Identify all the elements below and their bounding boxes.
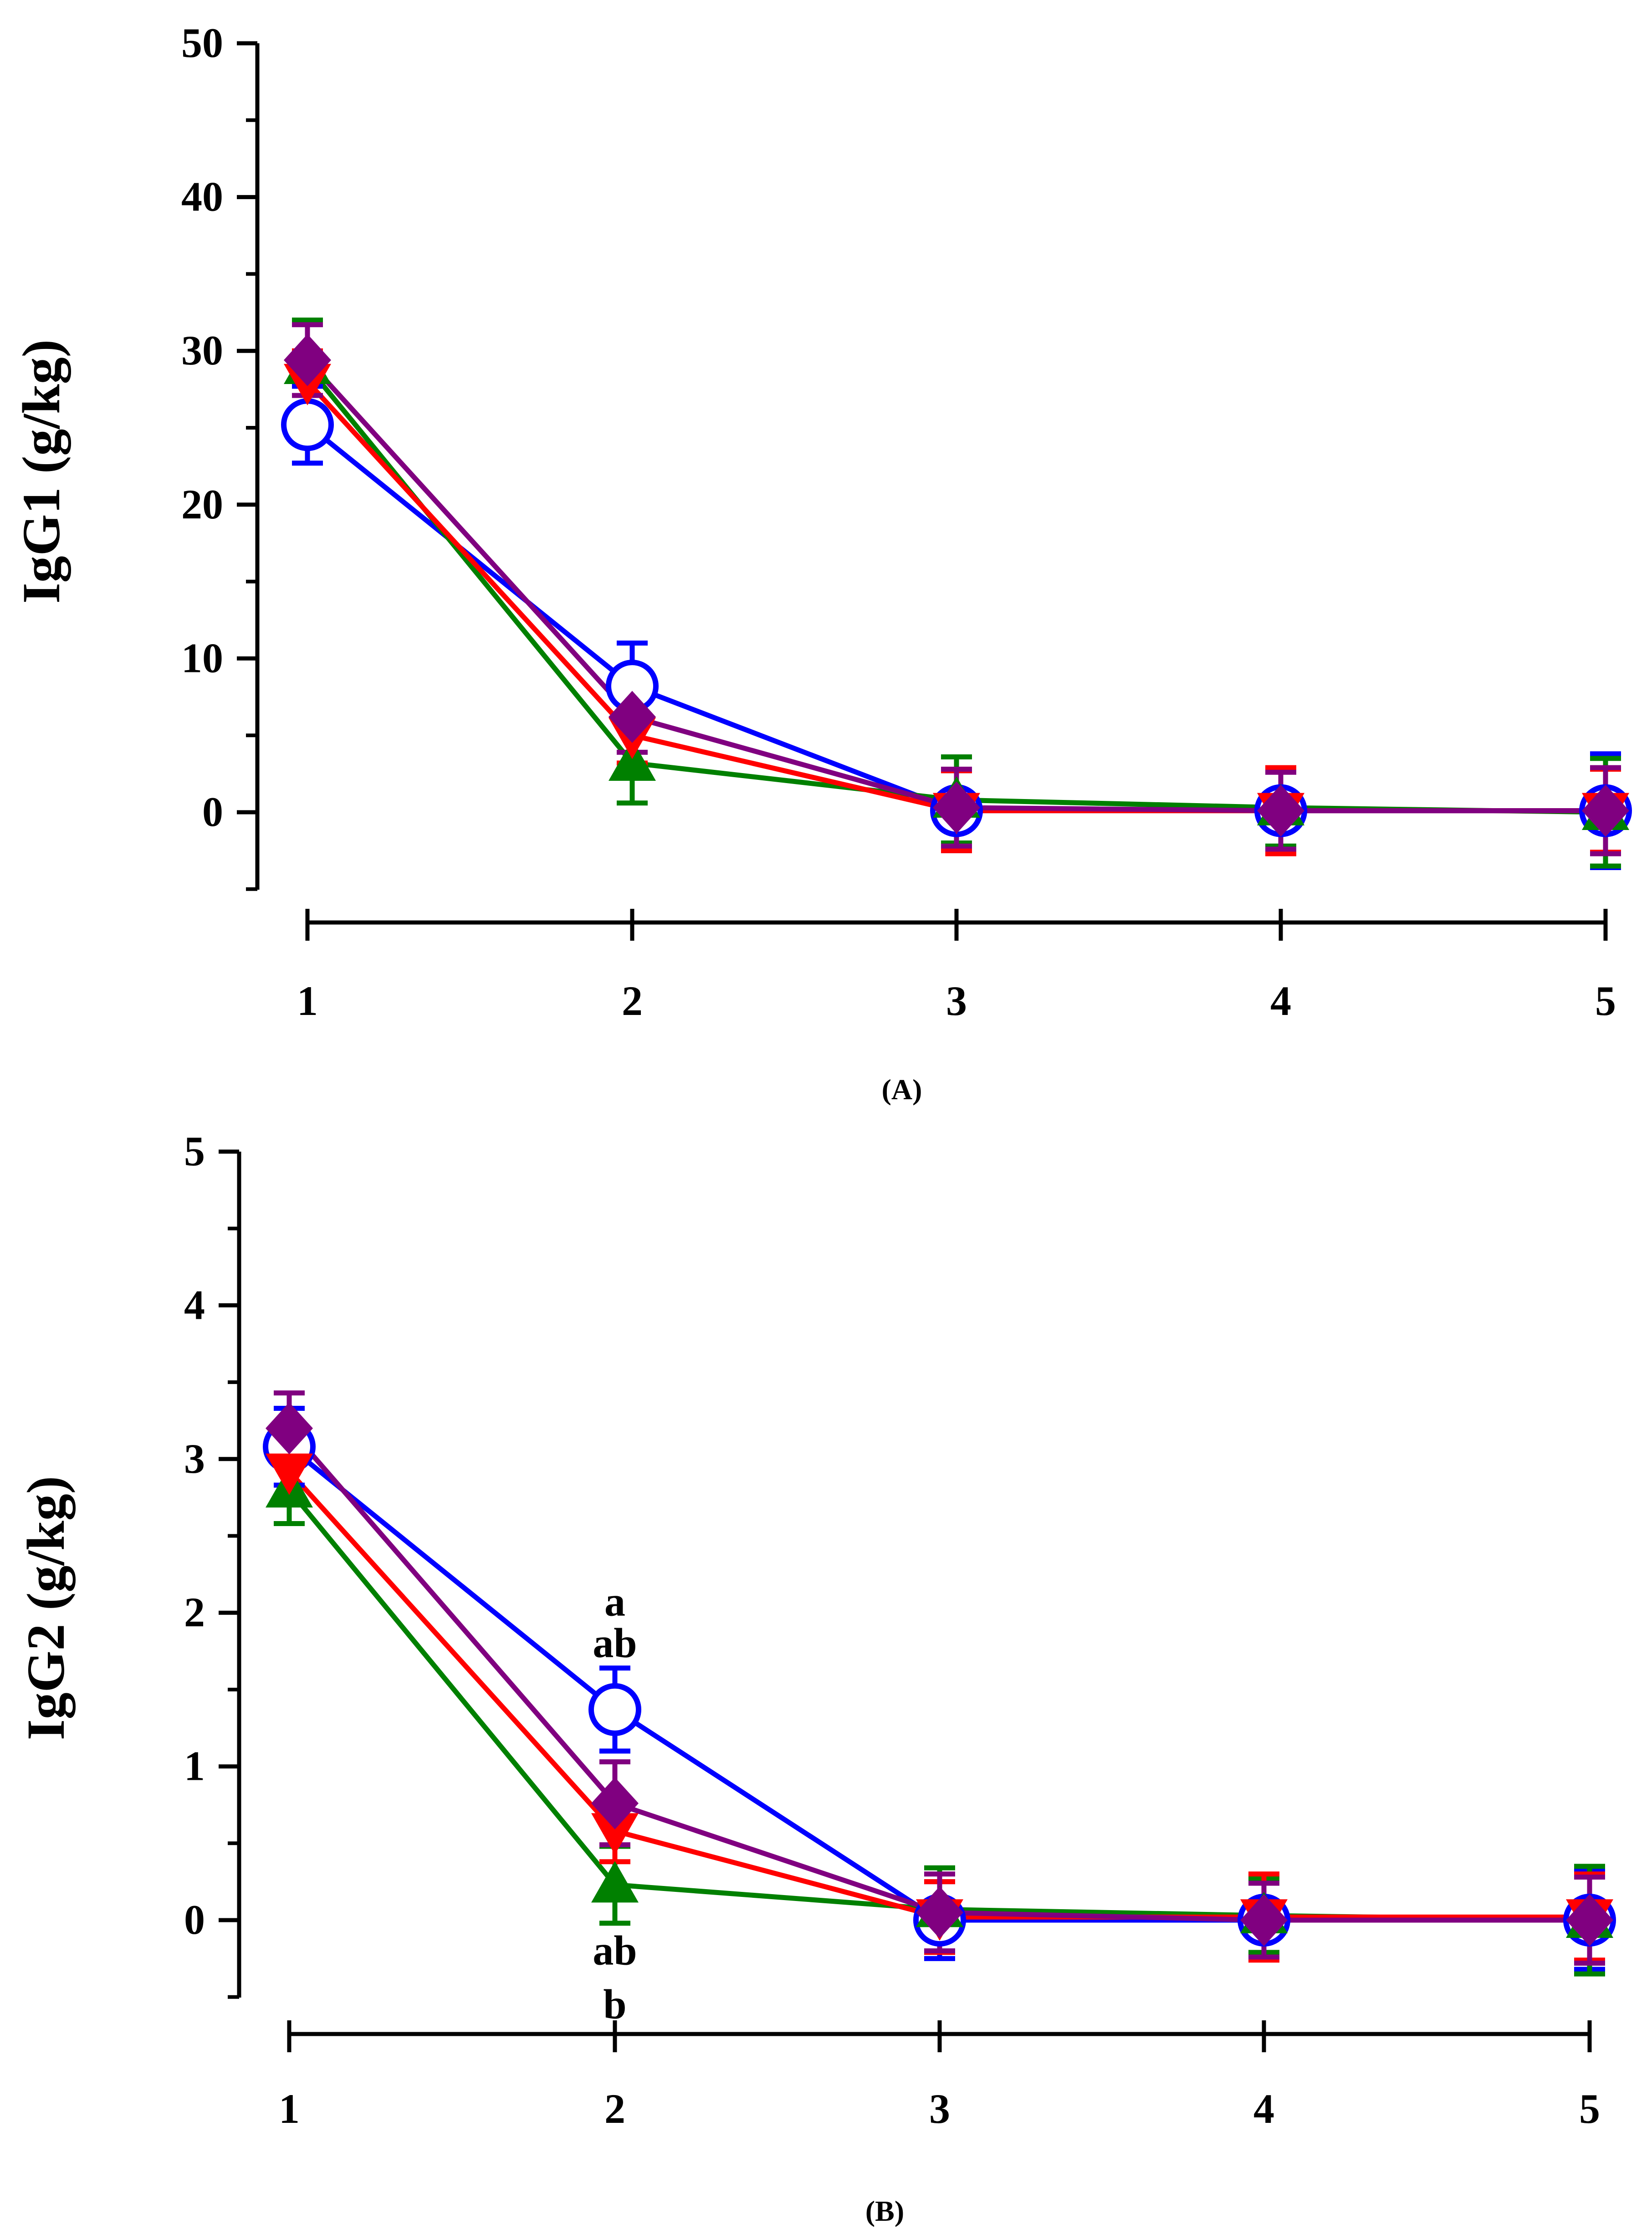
y-tick-label: 4 <box>184 1281 205 1328</box>
data-point-red-triangle-down <box>266 1453 313 1495</box>
data-point-purple-diamond <box>1257 784 1304 837</box>
y-tick-label: 1 <box>184 1743 205 1789</box>
series-line-green-triangle <box>305 364 1606 815</box>
x-tick-label: 3 <box>929 2085 950 2132</box>
y-tick-label: 0 <box>202 789 223 835</box>
data-point-green-triangle <box>591 1861 639 1903</box>
y-axis-label: IgG2 (g/kg) <box>16 1476 76 1740</box>
data-point-purple-diamond <box>591 1777 639 1829</box>
data-point-purple-diamond <box>266 1402 313 1455</box>
series-line-purple-diamond <box>287 1426 1590 1923</box>
panel-label: (A) <box>882 1073 922 1106</box>
y-axis-label: IgG1 (g/kg) <box>11 339 71 604</box>
series-line-red-triangle-down <box>287 1470 1590 1920</box>
y-tick-label: 10 <box>181 635 223 681</box>
data-point-purple-diamond <box>1240 1894 1288 1947</box>
data-point-blue-open-circle <box>588 1683 641 1736</box>
x-tick-label: 5 <box>1595 978 1616 1024</box>
y-tick-label: 30 <box>181 327 223 374</box>
series-line-purple-diamond <box>305 358 1606 814</box>
x-tick-label: 1 <box>297 978 318 1024</box>
panel-label: (B) <box>865 2195 904 2227</box>
series-line-blue-open-circle <box>306 422 1606 814</box>
data-point-purple-diamond <box>609 691 656 743</box>
panel-a: 0 10 20 30 40 50 IgG1 (g/kg) 1 2 3 4 5 (A) <box>11 20 1632 1106</box>
y-tick-label: 5 <box>184 1128 205 1174</box>
y-tick-label: 3 <box>184 1435 205 1482</box>
significance-letter: a <box>604 1578 625 1625</box>
x-tick-label: 4 <box>1270 978 1291 1024</box>
data-point-purple-diamond <box>933 781 980 834</box>
series-line-green-triangle <box>287 1488 1590 1923</box>
x-tick-label: 1 <box>279 2085 300 2132</box>
y-tick-label: 20 <box>181 481 223 528</box>
data-point-purple-diamond <box>1566 1894 1613 1947</box>
x-tick-label: 4 <box>1253 2085 1274 2132</box>
significance-letter: ab <box>593 1927 637 1973</box>
x-tick-label: 5 <box>1579 2085 1600 2132</box>
significance-letter: ab <box>593 1620 637 1666</box>
y-tick-label: 2 <box>184 1589 205 1635</box>
data-point-purple-diamond <box>284 334 331 386</box>
x-tick-label: 3 <box>946 978 967 1024</box>
data-point-purple-diamond <box>916 1886 963 1939</box>
data-point-green-triangle <box>609 739 656 781</box>
series-line-red-triangle-down <box>305 380 1606 814</box>
data-point-blue-open-circle <box>281 398 334 451</box>
significance-letter: b <box>603 1981 626 2028</box>
y-tick-label: 50 <box>181 20 223 66</box>
y-tick-label: 0 <box>184 1896 205 1943</box>
x-tick-label: 2 <box>604 2085 625 2132</box>
x-tick-label: 2 <box>622 978 643 1024</box>
data-point-red-triangle-down <box>591 1813 639 1855</box>
y-tick-label: 40 <box>181 174 223 220</box>
data-point-purple-diamond <box>1582 784 1629 837</box>
